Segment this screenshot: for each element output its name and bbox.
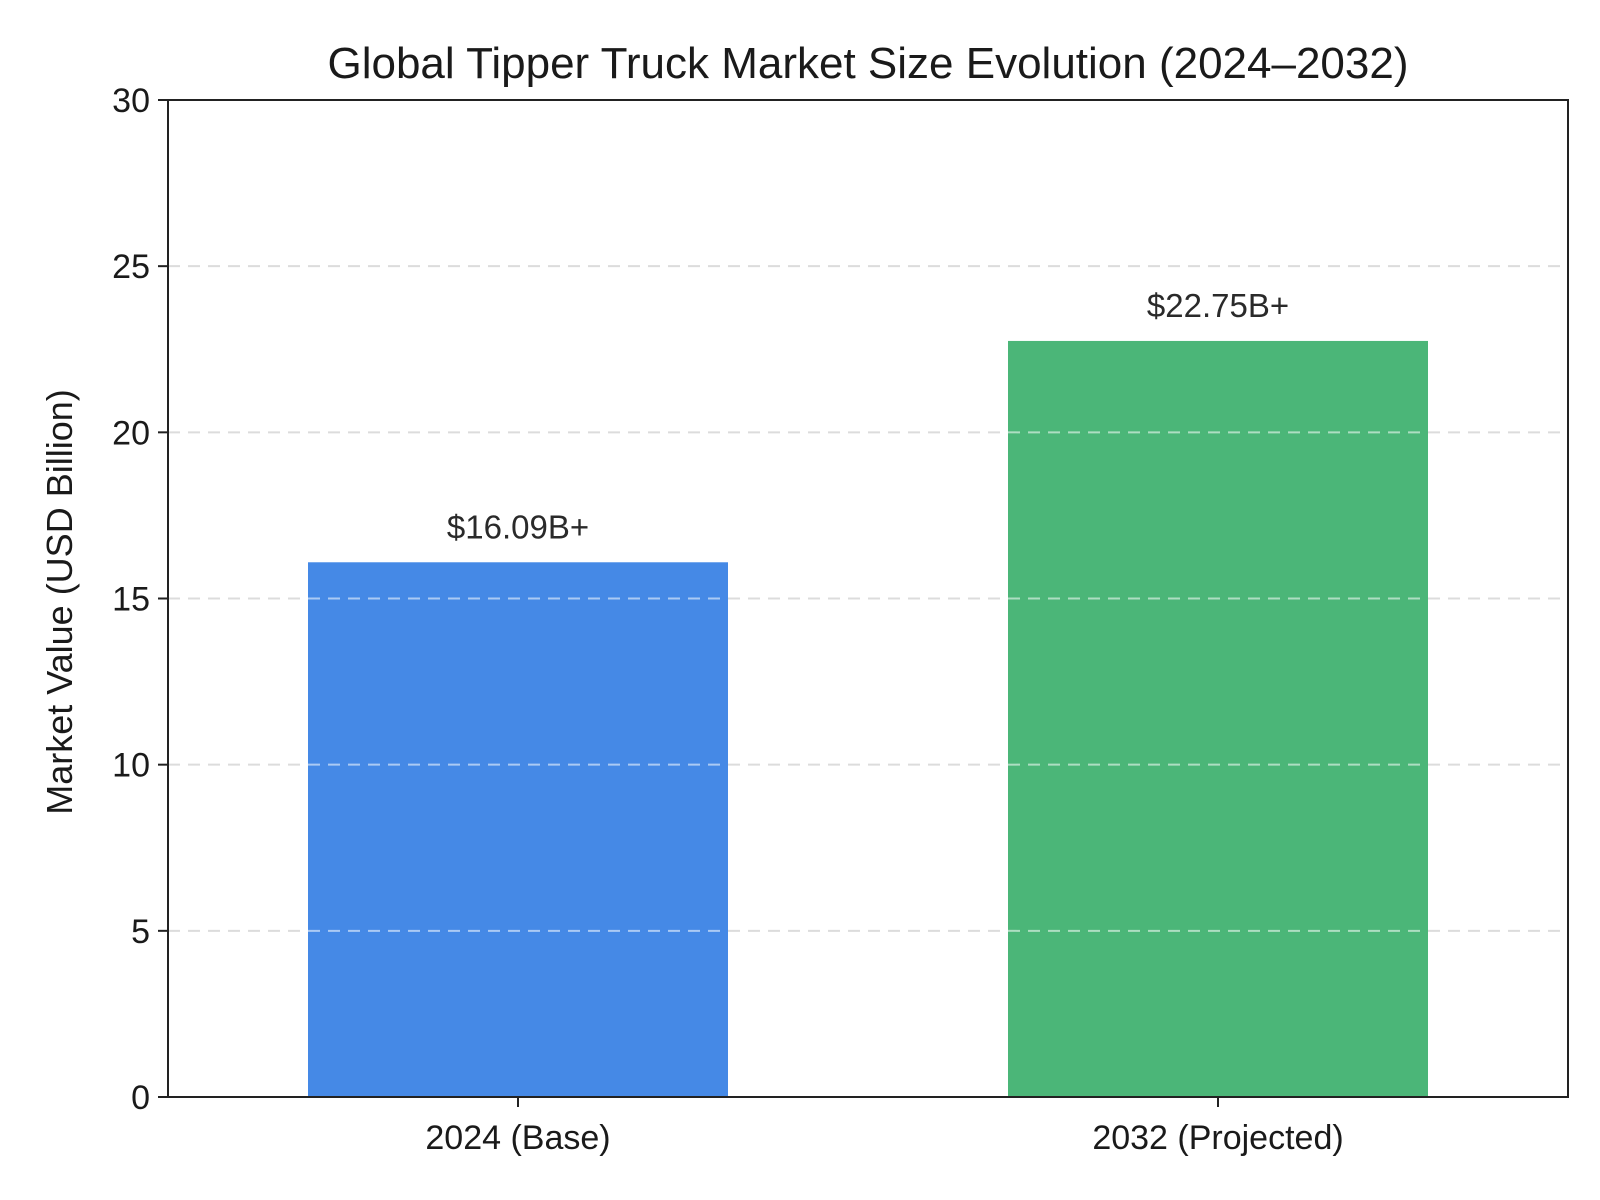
y-tick-label: 20 bbox=[112, 414, 150, 452]
bars bbox=[308, 340, 1428, 1098]
bar bbox=[308, 562, 728, 1097]
bar-data-label: $22.75B+ bbox=[1147, 287, 1289, 324]
x-tick-label: 2032 (Projected) bbox=[1092, 1119, 1343, 1157]
chart-title: Global Tipper Truck Market Size Evolutio… bbox=[327, 39, 1408, 88]
x-tick-label: 2024 (Base) bbox=[425, 1119, 610, 1157]
y-tick-label: 15 bbox=[112, 581, 150, 619]
y-tick-label: 0 bbox=[131, 1079, 150, 1117]
y-tick-label: 5 bbox=[131, 913, 150, 951]
axes: 0 5 10 15 20 25 30 $16.09B+ 2024 (Base) $22.75B+ 2… bbox=[112, 82, 1344, 1157]
y-axis-label: Market Value (USD Billion) bbox=[39, 389, 80, 814]
bar bbox=[1008, 340, 1428, 1098]
bar-data-label: $16.09B+ bbox=[447, 508, 589, 545]
y-tick-label: 30 bbox=[112, 82, 150, 120]
y-tick-label: 25 bbox=[112, 248, 150, 286]
y-tick-label: 10 bbox=[112, 747, 150, 785]
